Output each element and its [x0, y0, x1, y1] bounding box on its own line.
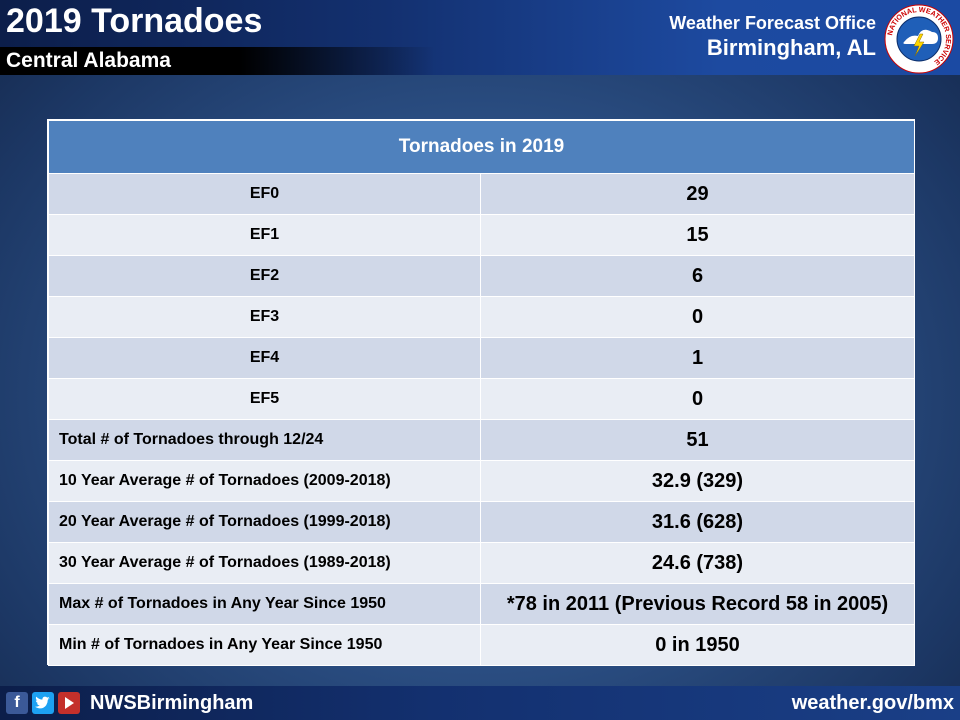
twitter-icon[interactable] — [32, 692, 54, 714]
table-row: EF3 0 — [48, 296, 915, 338]
table-row: EF5 0 — [48, 378, 915, 420]
office-location: Birmingham, AL — [706, 35, 876, 60]
page-title: 2019 Tornadoes — [6, 2, 263, 40]
row-label: 10 Year Average # of Tornadoes (2009-201… — [48, 460, 481, 502]
row-value: 24.6 (738) — [480, 542, 915, 584]
facebook-icon[interactable]: f — [6, 692, 28, 714]
row-label: EF4 — [48, 337, 481, 379]
row-label: EF3 — [48, 296, 481, 338]
row-value: 32.9 (329) — [480, 460, 915, 502]
row-label: EF0 — [48, 173, 481, 215]
tornado-table: Tornadoes in 2019 EF0 29 EF1 15 EF2 6 EF… — [47, 119, 915, 666]
row-value: 0 in 1950 — [480, 624, 915, 666]
row-label: Min # of Tornadoes in Any Year Since 195… — [48, 624, 481, 666]
table-row: EF1 15 — [48, 214, 915, 256]
row-value: *78 in 2011 (Previous Record 58 in 2005) — [480, 583, 915, 625]
row-value: 1 — [480, 337, 915, 379]
row-label: 30 Year Average # of Tornadoes (1989-201… — [48, 542, 481, 584]
office-name: Weather Forecast Office — [669, 13, 876, 33]
row-label: EF1 — [48, 214, 481, 256]
social-handle[interactable]: NWSBirmingham — [90, 692, 254, 714]
row-label: Max # of Tornadoes in Any Year Since 195… — [48, 583, 481, 625]
table-row: Min # of Tornadoes in Any Year Since 195… — [48, 624, 915, 666]
social-links: f — [6, 692, 80, 714]
table-row: 30 Year Average # of Tornadoes (1989-201… — [48, 542, 915, 584]
table-row: EF2 6 — [48, 255, 915, 297]
table-row: 20 Year Average # of Tornadoes (1999-201… — [48, 501, 915, 543]
youtube-icon[interactable] — [58, 692, 80, 714]
footer-bar — [0, 686, 960, 720]
row-value: 0 — [480, 296, 915, 338]
row-label: EF5 — [48, 378, 481, 420]
row-value: 31.6 (628) — [480, 501, 915, 543]
table-row: 10 Year Average # of Tornadoes (2009-201… — [48, 460, 915, 502]
table-row: EF0 29 — [48, 173, 915, 215]
page-subtitle: Central Alabama — [6, 49, 171, 72]
row-label: EF2 — [48, 255, 481, 297]
row-value: 6 — [480, 255, 915, 297]
row-label: 20 Year Average # of Tornadoes (1999-201… — [48, 501, 481, 543]
table-row: Total # of Tornadoes through 12/24 51 — [48, 419, 915, 461]
table-row: Max # of Tornadoes in Any Year Since 195… — [48, 583, 915, 625]
website-link[interactable]: weather.gov/bmx — [791, 692, 954, 714]
table-row: EF4 1 — [48, 337, 915, 379]
subtitle-bar — [0, 47, 435, 75]
row-label: Total # of Tornadoes through 12/24 — [48, 419, 481, 461]
table-title: Tornadoes in 2019 — [48, 120, 915, 174]
row-value: 29 — [480, 173, 915, 215]
row-value: 51 — [480, 419, 915, 461]
row-value: 15 — [480, 214, 915, 256]
row-value: 0 — [480, 378, 915, 420]
nws-logo-icon: NATIONAL WEATHER SERVICE — [884, 4, 954, 74]
